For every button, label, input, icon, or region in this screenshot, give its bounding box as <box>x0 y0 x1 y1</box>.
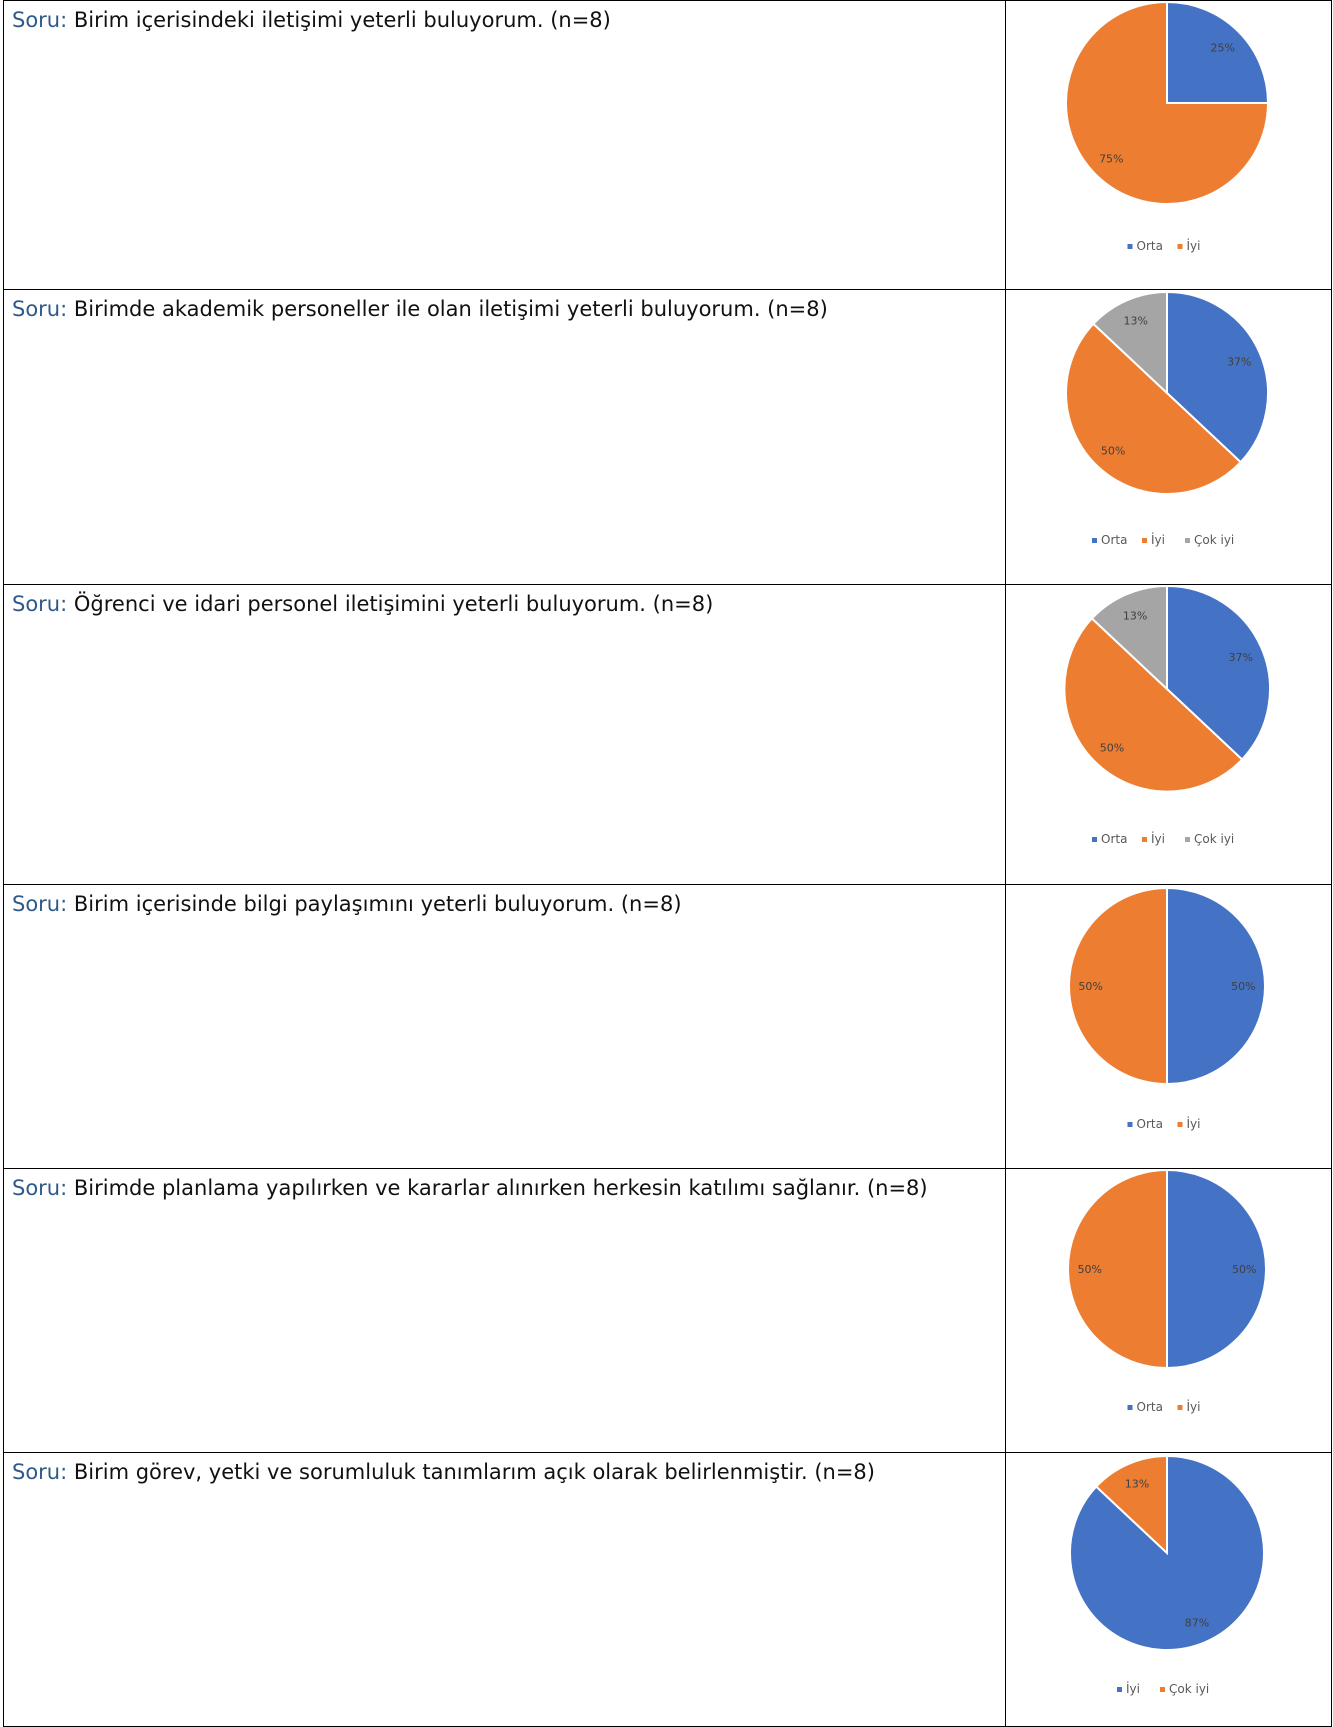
question-label: Öğrenci ve idari personel iletişimini ye… <box>73 592 714 616</box>
pie-chart: 50% 50% Orta İyi <box>1067 1169 1267 1414</box>
legend-marker <box>1185 837 1190 842</box>
pie-slice-i-yi <box>1067 1169 1168 1370</box>
question-cell: Soru: Birimde akademik personeller ile o… <box>3 289 1006 585</box>
legend-marker <box>1160 1687 1165 1692</box>
legend-label: İyi <box>1187 1116 1201 1131</box>
chart-cell: 87% 13% İyi Çok iyi <box>1005 1452 1332 1727</box>
legend-label: Çok iyi <box>1194 832 1234 846</box>
legend-label: Orta <box>1137 1400 1163 1414</box>
legend-marker <box>1127 1405 1133 1410</box>
survey-row: Soru: Birim içerisinde bilgi paylaşımını… <box>3 884 1332 1169</box>
survey-table: Soru: Birim içerisindeki iletişimi yeter… <box>3 0 1332 1727</box>
data-label: 87% <box>1185 1616 1209 1629</box>
pie-chart: 50% 50% Orta İyi <box>1068 886 1266 1131</box>
pie-slice-orta <box>1166 1 1270 104</box>
question-label: Birimde akademik personeller ile olan il… <box>73 297 828 321</box>
data-label: 50% <box>1078 1263 1102 1276</box>
question-label: Birim görev, yetki ve sorumluluk tanımla… <box>73 1460 875 1484</box>
question-cell: Soru: Öğrenci ve idari personel iletişim… <box>3 584 1006 885</box>
legend-marker <box>1127 1122 1133 1127</box>
pie-slice-orta <box>1166 886 1266 1086</box>
pie-slice-i-yi <box>1065 322 1243 495</box>
legend-label: İyi <box>1151 831 1165 846</box>
legend-marker <box>1177 1122 1183 1127</box>
legend-label: Orta <box>1137 1117 1163 1131</box>
question-prefix: Soru: <box>12 592 68 616</box>
chart-cell: 25% 75% Orta İyi <box>1005 0 1332 290</box>
survey-row: Soru: Birim görev, yetki ve sorumluluk t… <box>3 1452 1332 1727</box>
survey-row: Soru: Birim içerisindeki iletişimi yeter… <box>3 0 1332 290</box>
pie-slice-i-yi <box>1063 617 1244 793</box>
question-text: Soru: Birimde planlama yapılırken ve kar… <box>4 1169 1005 1202</box>
chart-cell: 37% 50% 13% Orta İyi Çok iyi <box>1005 289 1332 585</box>
question-prefix: Soru: <box>12 297 68 321</box>
survey-row: Soru: Birimde planlama yapılırken ve kar… <box>3 1168 1332 1453</box>
data-label: 75% <box>1099 153 1123 166</box>
pie-slice-cok-iyi <box>1094 1454 1168 1556</box>
question-cell: Soru: Birimde planlama yapılırken ve kar… <box>3 1168 1006 1453</box>
chart-cell: 37% 50% 13% Orta İyi Çok iyi <box>1005 584 1332 885</box>
legend-marker <box>1142 837 1147 842</box>
question-cell: Soru: Birim görev, yetki ve sorumluluk t… <box>3 1452 1006 1727</box>
pie-slice-i-yi <box>1065 1 1270 205</box>
question-cell: Soru: Birim içerisinde bilgi paylaşımını… <box>3 884 1006 1169</box>
question-label: Birim içerisindeki iletişimi yeterli bul… <box>73 8 611 32</box>
question-text: Soru: Birim içerisindeki iletişimi yeter… <box>4 1 1005 34</box>
survey-row: Soru: Birimde akademik personeller ile o… <box>3 289 1332 585</box>
data-label: 50% <box>1101 444 1125 457</box>
legend-marker <box>1177 244 1183 249</box>
pie-chart: 87% 13% İyi Çok iyi <box>1069 1454 1265 1696</box>
question-text: Soru: Öğrenci ve idari personel iletişim… <box>4 585 1005 618</box>
legend-label: Orta <box>1137 239 1163 253</box>
pie-slice-orta <box>1166 585 1271 761</box>
chart-cell: 50% 50% Orta İyi <box>1005 884 1332 1169</box>
pie-chart: 37% 50% 13% Orta İyi Çok iyi <box>1065 290 1269 547</box>
data-label: 50% <box>1232 1263 1256 1276</box>
question-prefix: Soru: <box>12 1176 68 1200</box>
question-label: Birimde planlama yapılırken ve kararlar … <box>73 1176 928 1200</box>
legend-label: İyi <box>1126 1681 1140 1696</box>
question-prefix: Soru: <box>12 1460 68 1484</box>
data-label: 13% <box>1123 609 1147 622</box>
pie-slice-cok-iyi <box>1090 585 1168 692</box>
legend-marker <box>1177 1405 1183 1410</box>
legend-marker <box>1185 538 1190 543</box>
legend-marker <box>1142 538 1147 543</box>
data-label: 13% <box>1125 1478 1149 1491</box>
data-label: 25% <box>1210 41 1234 54</box>
legend-label: İyi <box>1187 238 1201 253</box>
data-label: 37% <box>1228 651 1252 664</box>
question-label: Birim içerisinde bilgi paylaşımını yeter… <box>73 892 682 916</box>
survey-row: Soru: Öğrenci ve idari personel iletişim… <box>3 584 1332 885</box>
pie-chart: 37% 50% 13% Orta İyi Çok iyi <box>1063 585 1271 846</box>
legend-label: İyi <box>1151 532 1165 547</box>
legend-label: Orta <box>1101 832 1127 846</box>
pie-slice-orta <box>1166 1169 1267 1370</box>
legend-label: Çok iyi <box>1169 1682 1209 1696</box>
data-label: 37% <box>1227 356 1251 369</box>
pie-slice-cok-iyi <box>1091 290 1168 396</box>
data-label: 50% <box>1100 742 1124 755</box>
question-prefix: Soru: <box>12 8 68 32</box>
legend-label: Orta <box>1101 533 1127 547</box>
data-label: 13% <box>1123 315 1147 328</box>
pie-slice-i-yi <box>1069 1454 1265 1651</box>
data-label: 50% <box>1231 980 1255 993</box>
question-text: Soru: Birimde akademik personeller ile o… <box>4 290 1005 323</box>
legend-label: Çok iyi <box>1194 533 1234 547</box>
pie-chart: 25% 75% Orta İyi <box>1065 1 1270 253</box>
pie-slice-orta <box>1166 290 1269 464</box>
legend-label: İyi <box>1187 1399 1201 1414</box>
question-text: Soru: Birim içerisinde bilgi paylaşımını… <box>4 885 1005 918</box>
question-cell: Soru: Birim içerisindeki iletişimi yeter… <box>3 0 1006 290</box>
chart-cell: 50% 50% Orta İyi <box>1005 1168 1332 1453</box>
legend-marker <box>1127 244 1133 249</box>
legend-marker <box>1092 837 1097 842</box>
data-label: 50% <box>1078 980 1102 993</box>
question-text: Soru: Birim görev, yetki ve sorumluluk t… <box>4 1453 1005 1486</box>
pie-slice-i-yi <box>1068 886 1168 1086</box>
legend-marker <box>1117 1687 1122 1692</box>
legend-marker <box>1092 538 1097 543</box>
question-prefix: Soru: <box>12 892 68 916</box>
